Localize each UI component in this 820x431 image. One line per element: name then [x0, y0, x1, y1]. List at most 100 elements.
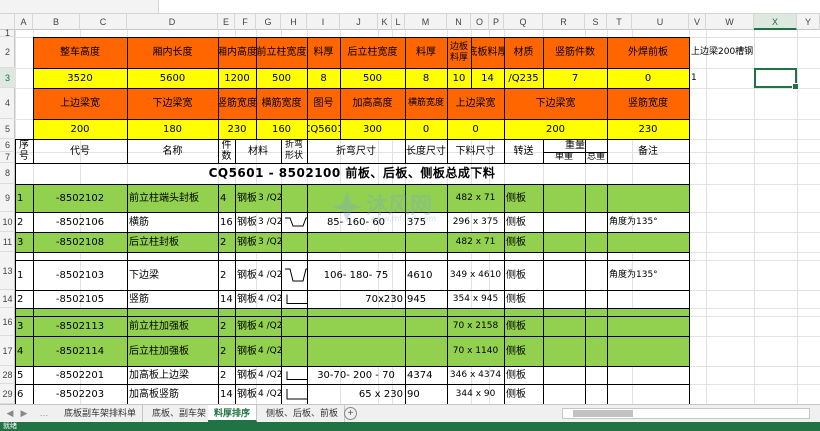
param-value[interactable]: 300	[362, 123, 383, 135]
row-header-17[interactable]: 17	[0, 336, 15, 366]
row-qty[interactable]: 4	[220, 192, 227, 204]
row-remark[interactable]	[607, 184, 689, 212]
row-header-11[interactable]: 11	[0, 232, 15, 252]
column-title[interactable]: 长度尺寸	[406, 145, 446, 157]
row-code[interactable]: -8502114	[55, 345, 105, 357]
side-value[interactable]: 1	[691, 72, 697, 83]
column-header-k[interactable]: K	[378, 14, 392, 30]
row-header-9[interactable]: 9	[0, 184, 15, 212]
row-length[interactable]: 4374	[407, 369, 433, 381]
column-header-h[interactable]: H	[281, 14, 307, 30]
row-material[interactable]: 钢板	[237, 369, 256, 381]
row-length[interactable]	[405, 232, 447, 252]
param-value[interactable]: 3520	[67, 72, 93, 84]
row-thickness[interactable]: 4 /Q235	[258, 269, 281, 280]
column-title[interactable]: 总重	[586, 152, 605, 162]
row-length[interactable]	[405, 184, 447, 212]
param-label[interactable]: 下边梁宽	[535, 98, 576, 109]
row-header-14[interactable]: 14	[0, 290, 15, 308]
column-header-a[interactable]: A	[15, 14, 33, 30]
column-header-d[interactable]: D	[127, 14, 218, 30]
row-transfer[interactable]: 侧板	[506, 236, 526, 248]
row-thickness[interactable]: 4 /Q235	[258, 293, 281, 304]
param-value[interactable]: 200	[545, 123, 566, 135]
column-title[interactable]: 备注	[638, 145, 658, 157]
row-cut-size[interactable]: 354 x 945	[452, 293, 499, 304]
row-material[interactable]: 钢板	[237, 293, 256, 305]
row-length[interactable]: 945	[407, 293, 427, 305]
param-label[interactable]: 竖筋件数	[555, 47, 595, 58]
column-title[interactable]: 下料尺寸	[455, 145, 496, 157]
column-header-v[interactable]: V	[689, 14, 706, 30]
row-length[interactable]	[405, 336, 447, 366]
param-label[interactable]: 料厚	[313, 47, 334, 58]
param-label[interactable]: 上边梁宽	[60, 98, 100, 109]
spreadsheet-grid[interactable]: 整车高度 3520 厢内长度 5600 厢内高度 1200 前立柱宽度 500 料厚 8 后立柱宽度…	[15, 30, 820, 404]
sheet-tab[interactable]: 侧板、后板、前板	[260, 405, 346, 422]
row-header-13[interactable]: 13	[0, 252, 15, 290]
param-value[interactable]: 10	[452, 72, 466, 84]
row-cut-size[interactable]: 346 x 4374	[449, 369, 502, 380]
row-cut-size[interactable]: 344 x 90	[455, 388, 496, 399]
column-header-g[interactable]: G	[256, 14, 281, 30]
row-length[interactable]: 375	[407, 216, 427, 228]
row-thickness[interactable]: 4 /Q235	[258, 345, 281, 356]
param-label[interactable]: 厢内高度	[218, 47, 256, 58]
row-cut-size[interactable]: 482 x 71	[455, 192, 496, 203]
row-cut-size[interactable]: 70 x 1140	[452, 345, 499, 356]
column-header-c[interactable]: C	[80, 14, 127, 30]
column-header-j[interactable]: J	[340, 14, 378, 30]
column-header-u[interactable]: U	[632, 14, 689, 30]
param-label[interactable]: 厢内长度	[152, 47, 193, 58]
row-header-28[interactable]: 28	[0, 366, 15, 384]
param-label[interactable]: 前立柱宽度	[256, 47, 307, 58]
row-header-2[interactable]: 2	[0, 37, 15, 68]
row-transfer[interactable]: 侧板	[506, 388, 526, 400]
param-value[interactable]: 8	[320, 72, 327, 84]
tab-next-icon[interactable]: ▶	[20, 408, 28, 418]
row-name[interactable]: 横筋	[129, 216, 149, 228]
param-label[interactable]: 整车高度	[60, 47, 100, 58]
param-value[interactable]: 1200	[224, 72, 250, 84]
row-transfer[interactable]: 侧板	[506, 345, 526, 357]
param-value[interactable]: 5600	[159, 72, 186, 84]
row-material[interactable]: 钢板	[237, 345, 256, 357]
row-remark[interactable]: 角度为135°	[609, 269, 658, 280]
row-remark[interactable]	[607, 316, 689, 336]
column-title[interactable]: 折弯形状	[284, 140, 303, 161]
param-label[interactable]: 竖筋宽度	[628, 98, 668, 109]
param-value[interactable]: 7	[571, 72, 579, 84]
row-bend-size[interactable]	[307, 336, 405, 366]
column-header-p[interactable]: P	[489, 14, 504, 30]
row-seq[interactable]: 2	[17, 293, 24, 305]
row-cut-size[interactable]: 349 x 4610	[449, 269, 502, 280]
row-name[interactable]: 竖筋	[129, 293, 149, 305]
row-remark[interactable]	[607, 366, 689, 384]
row-name[interactable]: 前立柱加强板	[129, 320, 189, 332]
row-qty[interactable]: 2	[220, 345, 227, 357]
param-value[interactable]: 0	[472, 123, 479, 135]
column-header-l[interactable]: L	[392, 14, 405, 30]
row-qty[interactable]: 2	[220, 369, 227, 381]
formula-input[interactable]	[158, 0, 820, 13]
active-cell-x3[interactable]	[754, 68, 799, 90]
row-seq[interactable]: 3	[17, 320, 24, 332]
row-transfer[interactable]: 侧板	[506, 216, 526, 228]
param-label[interactable]: 图号	[313, 98, 334, 109]
row-seq[interactable]: 4	[17, 345, 24, 357]
side-note[interactable]: 上边梁200槽钢	[691, 47, 754, 57]
row-header-10[interactable]: 10	[0, 212, 15, 232]
row-material[interactable]: 钢板	[237, 236, 256, 248]
param-value[interactable]: 160	[271, 123, 292, 135]
row-qty[interactable]: 2	[220, 236, 227, 248]
row-code[interactable]: -8502102	[55, 192, 105, 204]
row-bend-size[interactable]: 30-70- 200 - 70	[317, 369, 395, 381]
row-code[interactable]: -8502113	[55, 320, 105, 332]
column-header-i[interactable]: I	[307, 14, 340, 30]
row-bend-size[interactable]: 106- 180- 75	[323, 269, 389, 281]
row-transfer[interactable]: 侧板	[506, 269, 526, 281]
row-qty[interactable]: 2	[220, 320, 227, 332]
row-code[interactable]: -8502201	[55, 369, 105, 381]
param-value[interactable]: 14	[481, 72, 494, 84]
row-transfer[interactable]: 侧板	[506, 369, 526, 381]
